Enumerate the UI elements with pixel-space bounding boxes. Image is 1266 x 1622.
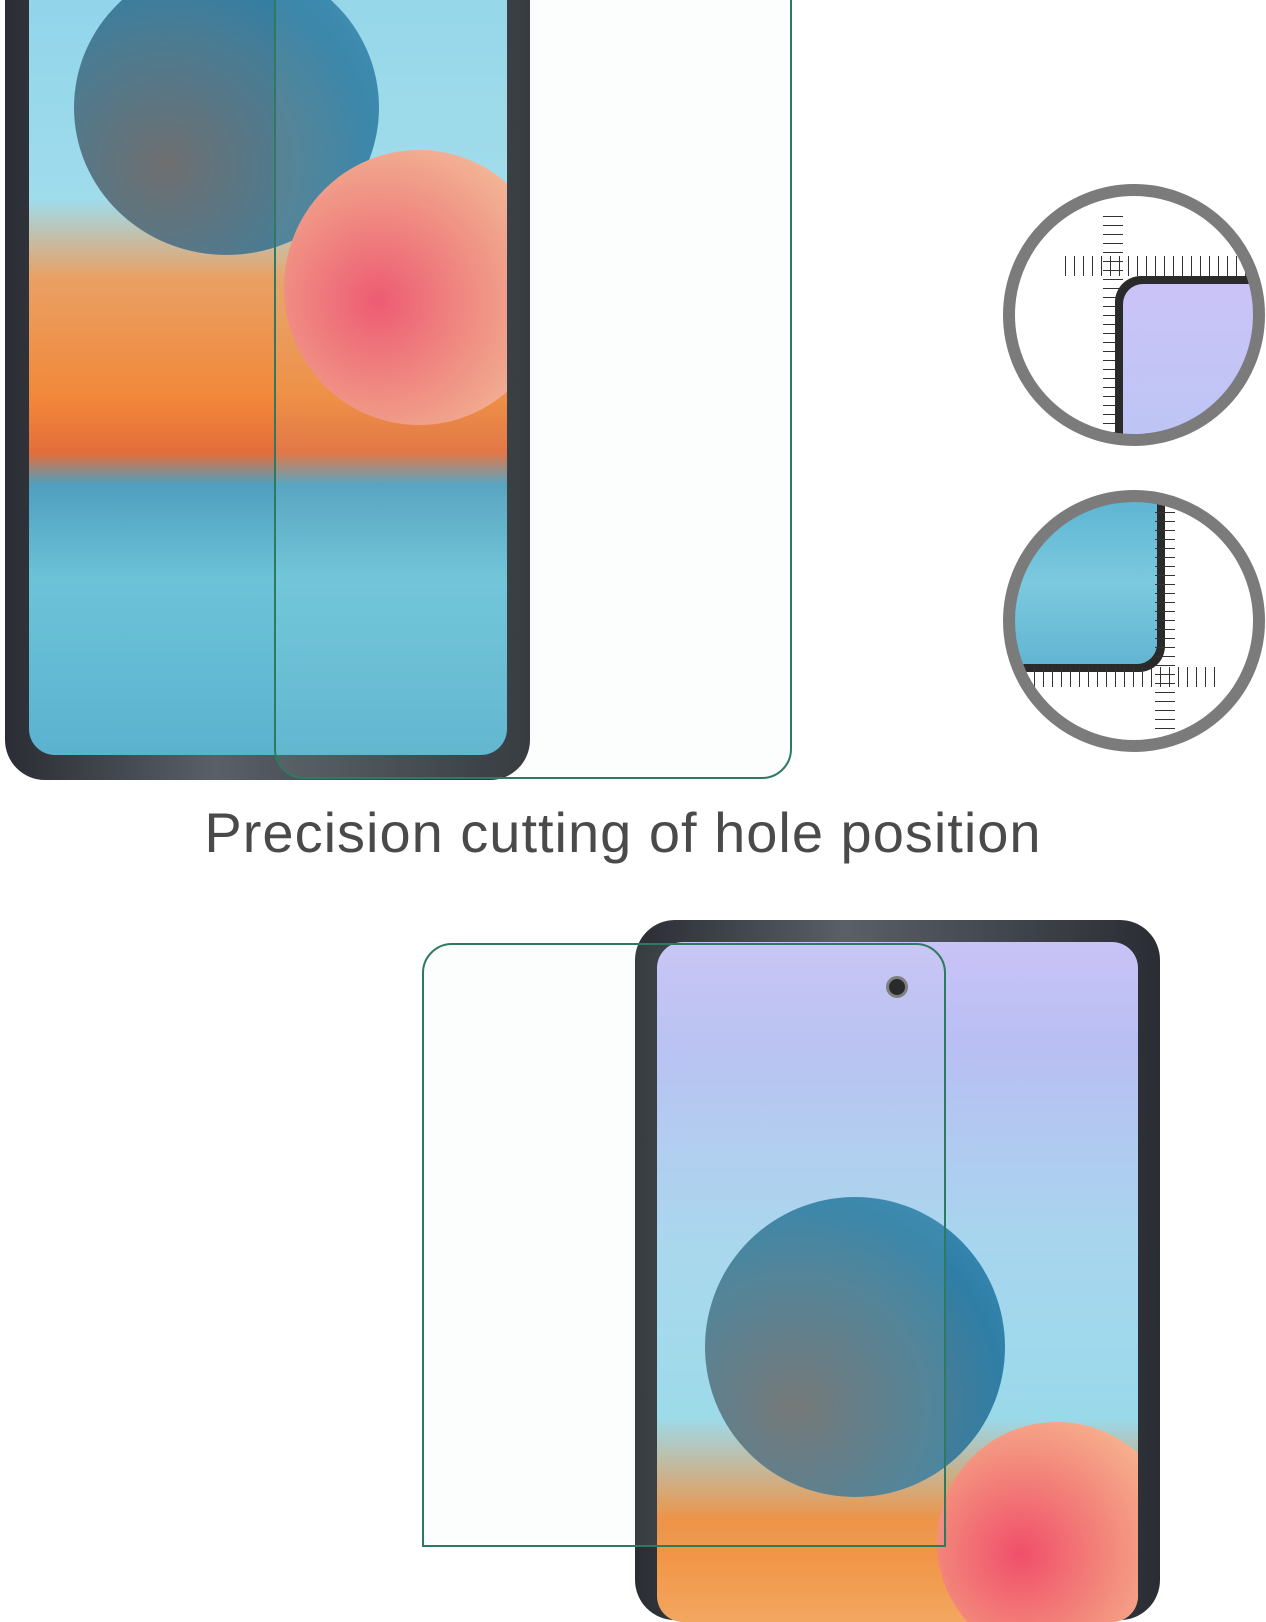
screen-corner-closeup [1015,502,1165,672]
corner-magnifier-top [1003,184,1265,446]
ruler-icon [1155,512,1175,732]
bottom-glass-protector [422,943,946,1547]
camera-hole-icon [886,976,908,998]
caption-text: Precision cutting of hole position [204,801,1042,864]
wallpaper-sphere-blue [705,1197,1005,1497]
wallpaper-sphere-pink [937,1422,1138,1622]
wallpaper-sphere-pink [284,150,507,425]
top-phone-screen [29,0,507,755]
ruler-icon [1065,256,1253,276]
top-phone [5,0,530,780]
ruler-icon [1025,667,1215,687]
top-glass-protector [274,0,792,779]
corner-magnifier-bottom [1003,490,1265,752]
screen-corner-closeup [1115,276,1253,434]
